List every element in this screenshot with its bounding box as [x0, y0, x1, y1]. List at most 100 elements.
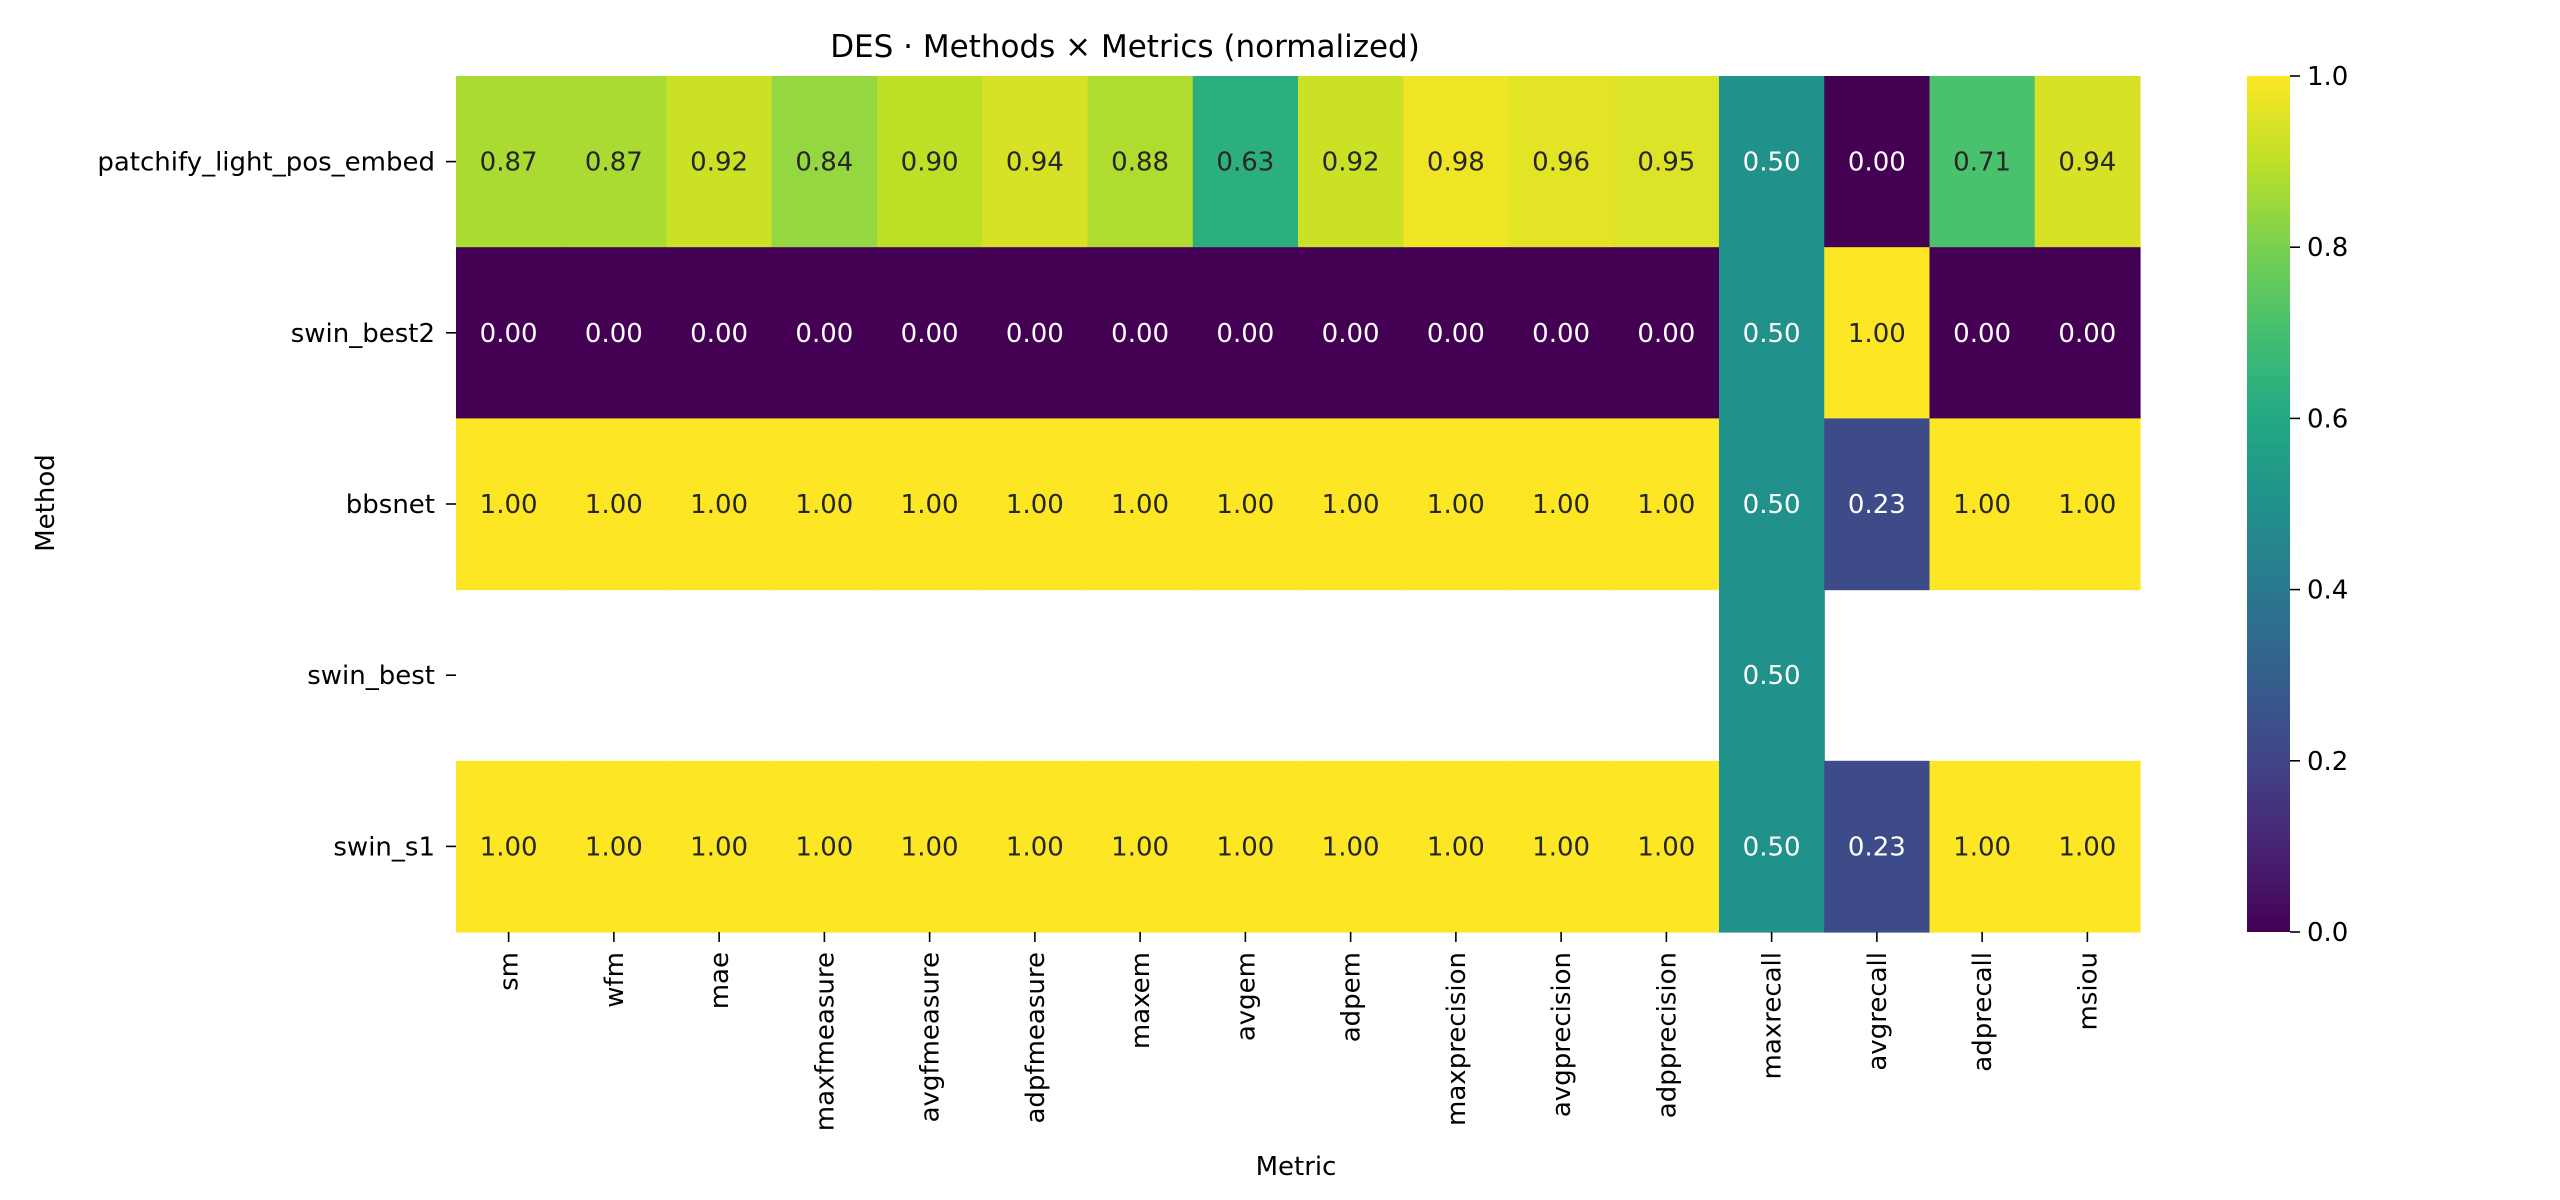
heatmap-cell	[771, 418, 878, 591]
cell-value-label: 1.00	[690, 832, 748, 862]
cell-value-label: 1.00	[1111, 490, 1169, 520]
cell-value-label: 0.92	[690, 148, 748, 178]
cell-value-label: 1.00	[2058, 490, 2116, 520]
colorbar-tick-label: 0.0	[2307, 918, 2348, 948]
cell-value-label: 0.92	[1322, 148, 1380, 178]
cell-value-label: 1.00	[2058, 832, 2116, 862]
column-tick-label: avgrecall	[1863, 952, 1893, 1071]
row-tick-label: swin_s1	[333, 832, 435, 862]
cell-value-label: 0.50	[1743, 832, 1801, 862]
cell-value-label: 0.87	[585, 148, 643, 178]
heatmap-cell	[456, 247, 562, 419]
cell-value-label: 0.00	[690, 319, 748, 349]
colorbar-gradient	[2247, 76, 2290, 932]
cell-value-label: 1.00	[1216, 490, 1274, 520]
cell-value-label: 1.00	[480, 490, 538, 520]
column-tick-label: adprecall	[1968, 952, 1998, 1072]
column-tick-label: msiou	[2073, 952, 2103, 1030]
cell-value-label: 0.00	[1006, 319, 1064, 349]
heatmap-cell	[456, 418, 562, 591]
cell-value-label: 0.50	[1743, 490, 1801, 520]
cell-value-label: 0.00	[1637, 319, 1695, 349]
heatmap-cell	[1508, 247, 1615, 419]
heatmap-cell	[1824, 76, 1931, 248]
cell-value-label: 0.00	[1532, 319, 1590, 349]
cell-value-label: 1.00	[1953, 490, 2011, 520]
heatmap-cell	[1824, 418, 1931, 591]
heatmap-cell	[561, 418, 668, 591]
cell-value-label: 0.00	[901, 319, 959, 349]
heatmap-cell	[666, 76, 773, 248]
row-tick-label: bbsnet	[346, 490, 435, 520]
cell-value-label: 1.00	[1848, 319, 1906, 349]
heatmap-cell	[1403, 76, 1510, 248]
cell-value-label: 1.00	[1532, 832, 1590, 862]
cell-value-label: 1.00	[1111, 832, 1169, 862]
column-tick-label: adpem	[1337, 952, 1367, 1042]
cell-value-label: 0.00	[1111, 319, 1169, 349]
cell-value-label: 1.00	[795, 832, 853, 862]
cell-value-label: 0.00	[1322, 319, 1380, 349]
cell-value-label: 0.94	[2058, 148, 2116, 178]
column-tick-label: avgem	[1231, 952, 1261, 1041]
cell-value-label: 0.94	[1006, 148, 1064, 178]
heatmap-cell	[2034, 76, 2141, 248]
heatmap-cell	[1929, 76, 2036, 248]
heatmap-cell	[666, 247, 773, 419]
row-tick-label: swin_best	[307, 661, 435, 691]
colorbar-tick-label: 0.2	[2307, 747, 2348, 777]
heatmap-cell	[1508, 76, 1615, 248]
cell-value-label: 0.98	[1427, 148, 1485, 178]
heatmap-cell	[1087, 760, 1194, 933]
heatmap-cell	[561, 247, 668, 419]
cell-value-label: 0.95	[1637, 148, 1695, 178]
heatmap-cell	[1719, 247, 1825, 419]
heatmap-cell	[1508, 418, 1615, 591]
cell-value-label: 0.50	[1743, 319, 1801, 349]
heatmap-cell	[666, 418, 773, 591]
heatmap-cell	[1613, 76, 1720, 248]
cell-value-label: 1.00	[585, 832, 643, 862]
heatmap-cell	[1719, 760, 1825, 933]
column-tick-label: wfm	[600, 952, 630, 1008]
heatmap-cell	[1613, 247, 1720, 419]
heatmap-cell	[1087, 76, 1194, 248]
cell-value-label: 1.00	[480, 832, 538, 862]
heatmap-cell	[1403, 247, 1510, 419]
cell-value-label: 1.00	[585, 490, 643, 520]
heatmap-cell	[1298, 418, 1404, 591]
heatmap-cell	[1403, 760, 1510, 933]
heatmap-cell	[877, 76, 983, 248]
column-tick-label: adpprecision	[1652, 952, 1682, 1118]
cell-value-label: 0.23	[1848, 490, 1906, 520]
cell-value-label: 1.00	[1637, 490, 1695, 520]
cell-value-label: 1.00	[690, 490, 748, 520]
colorbar-tick-label: 0.4	[2307, 576, 2348, 606]
heatmap-cell	[771, 760, 878, 933]
cell-value-label: 1.00	[1006, 832, 1064, 862]
heatmap-cell	[1087, 418, 1194, 591]
colorbar: 0.0 0.2 0.4 0.6 0.8 1.0	[2247, 62, 2348, 948]
heatmap-cell	[561, 76, 668, 248]
heatmap-cell	[1929, 247, 2036, 419]
heatmap-cell	[1719, 76, 1825, 248]
cell-value-label: 1.00	[901, 490, 959, 520]
heatmap-cell	[2034, 247, 2141, 419]
heatmap-cell	[877, 418, 983, 591]
heatmap-cell	[1298, 247, 1404, 419]
column-tick-label: maxrecall	[1758, 952, 1788, 1079]
heatmap-cells: 0.87 0.87 0.92 0.84 0.90 0.94 0.88 0.63 0.92 0.98…	[456, 76, 2141, 933]
cell-value-label: 1.00	[1427, 832, 1485, 862]
heatmap-cell	[1087, 247, 1194, 419]
x-axis-label: Metric	[1256, 1152, 1337, 1182]
cell-value-label: 0.50	[1743, 661, 1801, 691]
cell-value-label: 0.63	[1216, 148, 1274, 178]
heatmap-cell	[1192, 760, 1299, 933]
chart-title: DES · Methods × Metrics (normalized)	[830, 29, 1420, 65]
cell-value-label: 0.00	[795, 319, 853, 349]
row-tick-labels: patchify_light_pos_embed swin_best2bbsnet…	[97, 148, 456, 862]
cell-value-label: 0.71	[1953, 148, 2011, 178]
cell-value-label: 0.00	[2058, 319, 2116, 349]
cell-value-label: 0.00	[1216, 319, 1274, 349]
